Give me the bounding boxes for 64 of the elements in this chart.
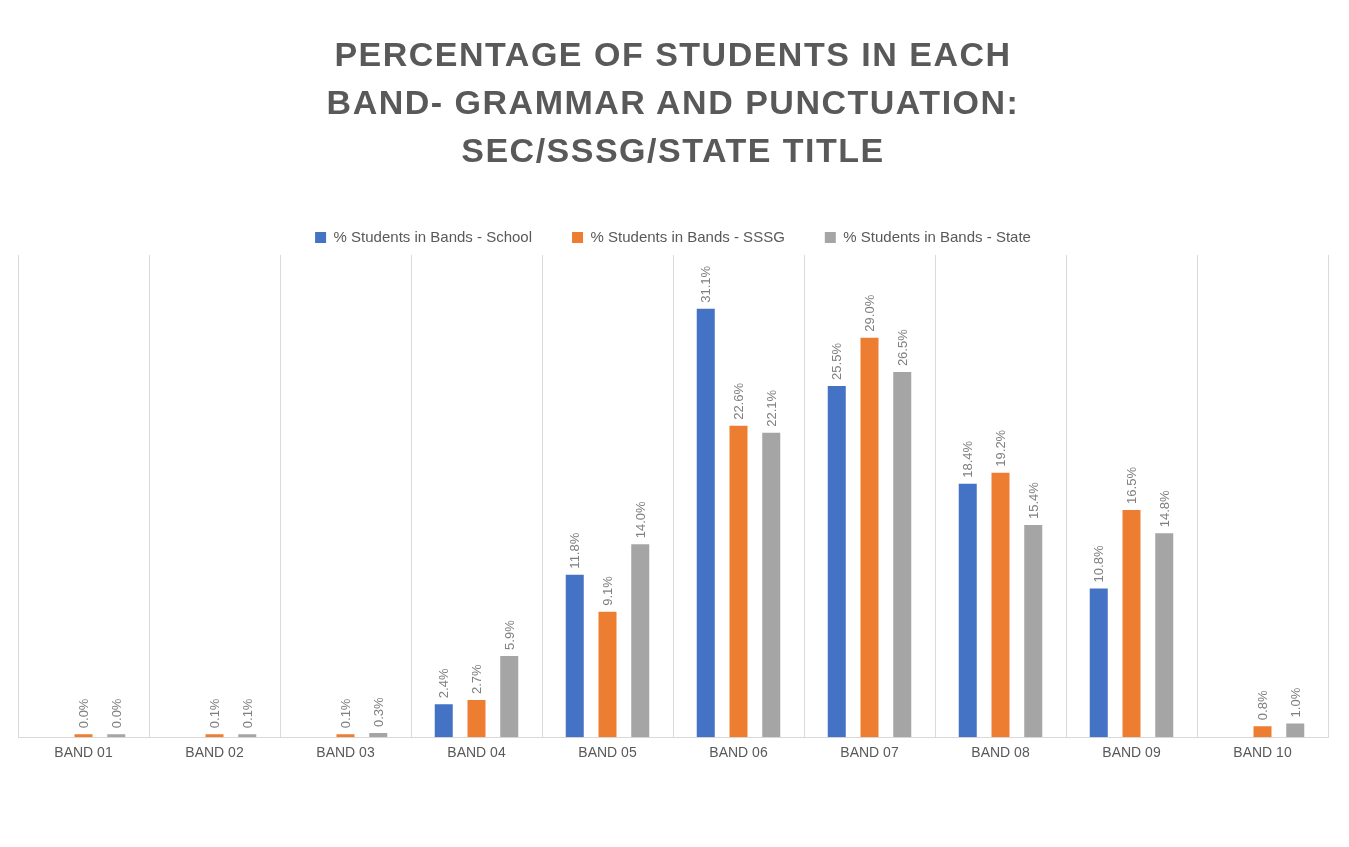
x-tick-label: BAND 08 xyxy=(971,744,1030,761)
data-label: 22.6% xyxy=(731,382,747,420)
bar xyxy=(1155,533,1174,738)
data-label: 19.2% xyxy=(993,429,1009,467)
bar xyxy=(598,611,617,738)
data-label: 25.5% xyxy=(829,342,845,380)
bar xyxy=(729,425,748,738)
data-label: 1.0% xyxy=(1287,687,1303,718)
data-label: 0.8% xyxy=(1255,690,1271,721)
bar xyxy=(958,483,977,738)
x-tick-label: BAND 10 xyxy=(1233,744,1292,761)
data-label: 14.0% xyxy=(632,501,648,539)
x-tick-label: BAND 06 xyxy=(709,744,768,761)
bar xyxy=(1253,726,1272,738)
data-label: 0.0% xyxy=(76,698,92,729)
data-label: 2.7% xyxy=(469,663,485,694)
data-label: 11.8% xyxy=(567,532,583,569)
bar xyxy=(1286,723,1305,738)
data-label: 0.1% xyxy=(239,698,255,729)
data-label: 0.3% xyxy=(370,697,386,728)
bar xyxy=(762,432,781,738)
bar xyxy=(565,574,584,738)
bar xyxy=(1024,525,1043,738)
bar xyxy=(631,544,650,738)
data-label: 0.1% xyxy=(338,698,354,729)
data-label: 26.5% xyxy=(894,328,910,367)
chart-title: PERCENTAGE OF STUDENTS IN EACH BAND- GRAMMAR AND PUNCTUATION: SEC/SSSG/STATE TITLE xyxy=(325,34,1021,171)
x-tick-label: BAND 04 xyxy=(447,744,506,761)
bar xyxy=(205,734,224,738)
data-label: 9.1% xyxy=(600,575,616,606)
bar xyxy=(1089,588,1108,738)
bar xyxy=(434,704,453,738)
x-tick-label: BAND 09 xyxy=(1102,744,1161,761)
bar xyxy=(893,372,912,738)
x-tick-label: BAND 05 xyxy=(578,744,637,761)
data-label: 2.4% xyxy=(436,668,452,699)
bar xyxy=(467,700,486,738)
bar xyxy=(336,734,355,738)
bar xyxy=(500,655,519,738)
data-label: 10.8% xyxy=(1091,545,1107,583)
bar xyxy=(696,308,715,738)
bar xyxy=(991,472,1010,738)
legend-label: % Students in Bands - SSSG xyxy=(590,227,785,245)
data-label: 31.1% xyxy=(698,265,714,303)
bar xyxy=(238,734,257,738)
bar xyxy=(369,733,388,738)
data-label: 0.0% xyxy=(108,698,124,729)
legend-label: % Students in Bands - State xyxy=(843,227,1031,245)
data-label: 16.5% xyxy=(1124,466,1140,504)
data-label: 0.1% xyxy=(207,698,223,729)
data-label: 29.0% xyxy=(862,294,878,332)
x-tick-label: BAND 07 xyxy=(840,744,899,761)
data-label: 14.8% xyxy=(1156,490,1172,528)
data-label: 5.9% xyxy=(501,619,517,650)
bar xyxy=(1122,509,1141,738)
data-label: 15.4% xyxy=(1025,481,1041,520)
x-tick-label: BAND 02 xyxy=(185,744,244,761)
bar xyxy=(860,337,879,738)
data-label: 18.4% xyxy=(960,440,976,478)
x-tick-label: BAND 03 xyxy=(316,744,375,761)
x-tick-label: BAND 01 xyxy=(54,744,113,761)
data-label: 22.1% xyxy=(763,389,779,427)
bar xyxy=(827,385,846,738)
legend-label: % Students in Bands - School xyxy=(333,227,533,245)
